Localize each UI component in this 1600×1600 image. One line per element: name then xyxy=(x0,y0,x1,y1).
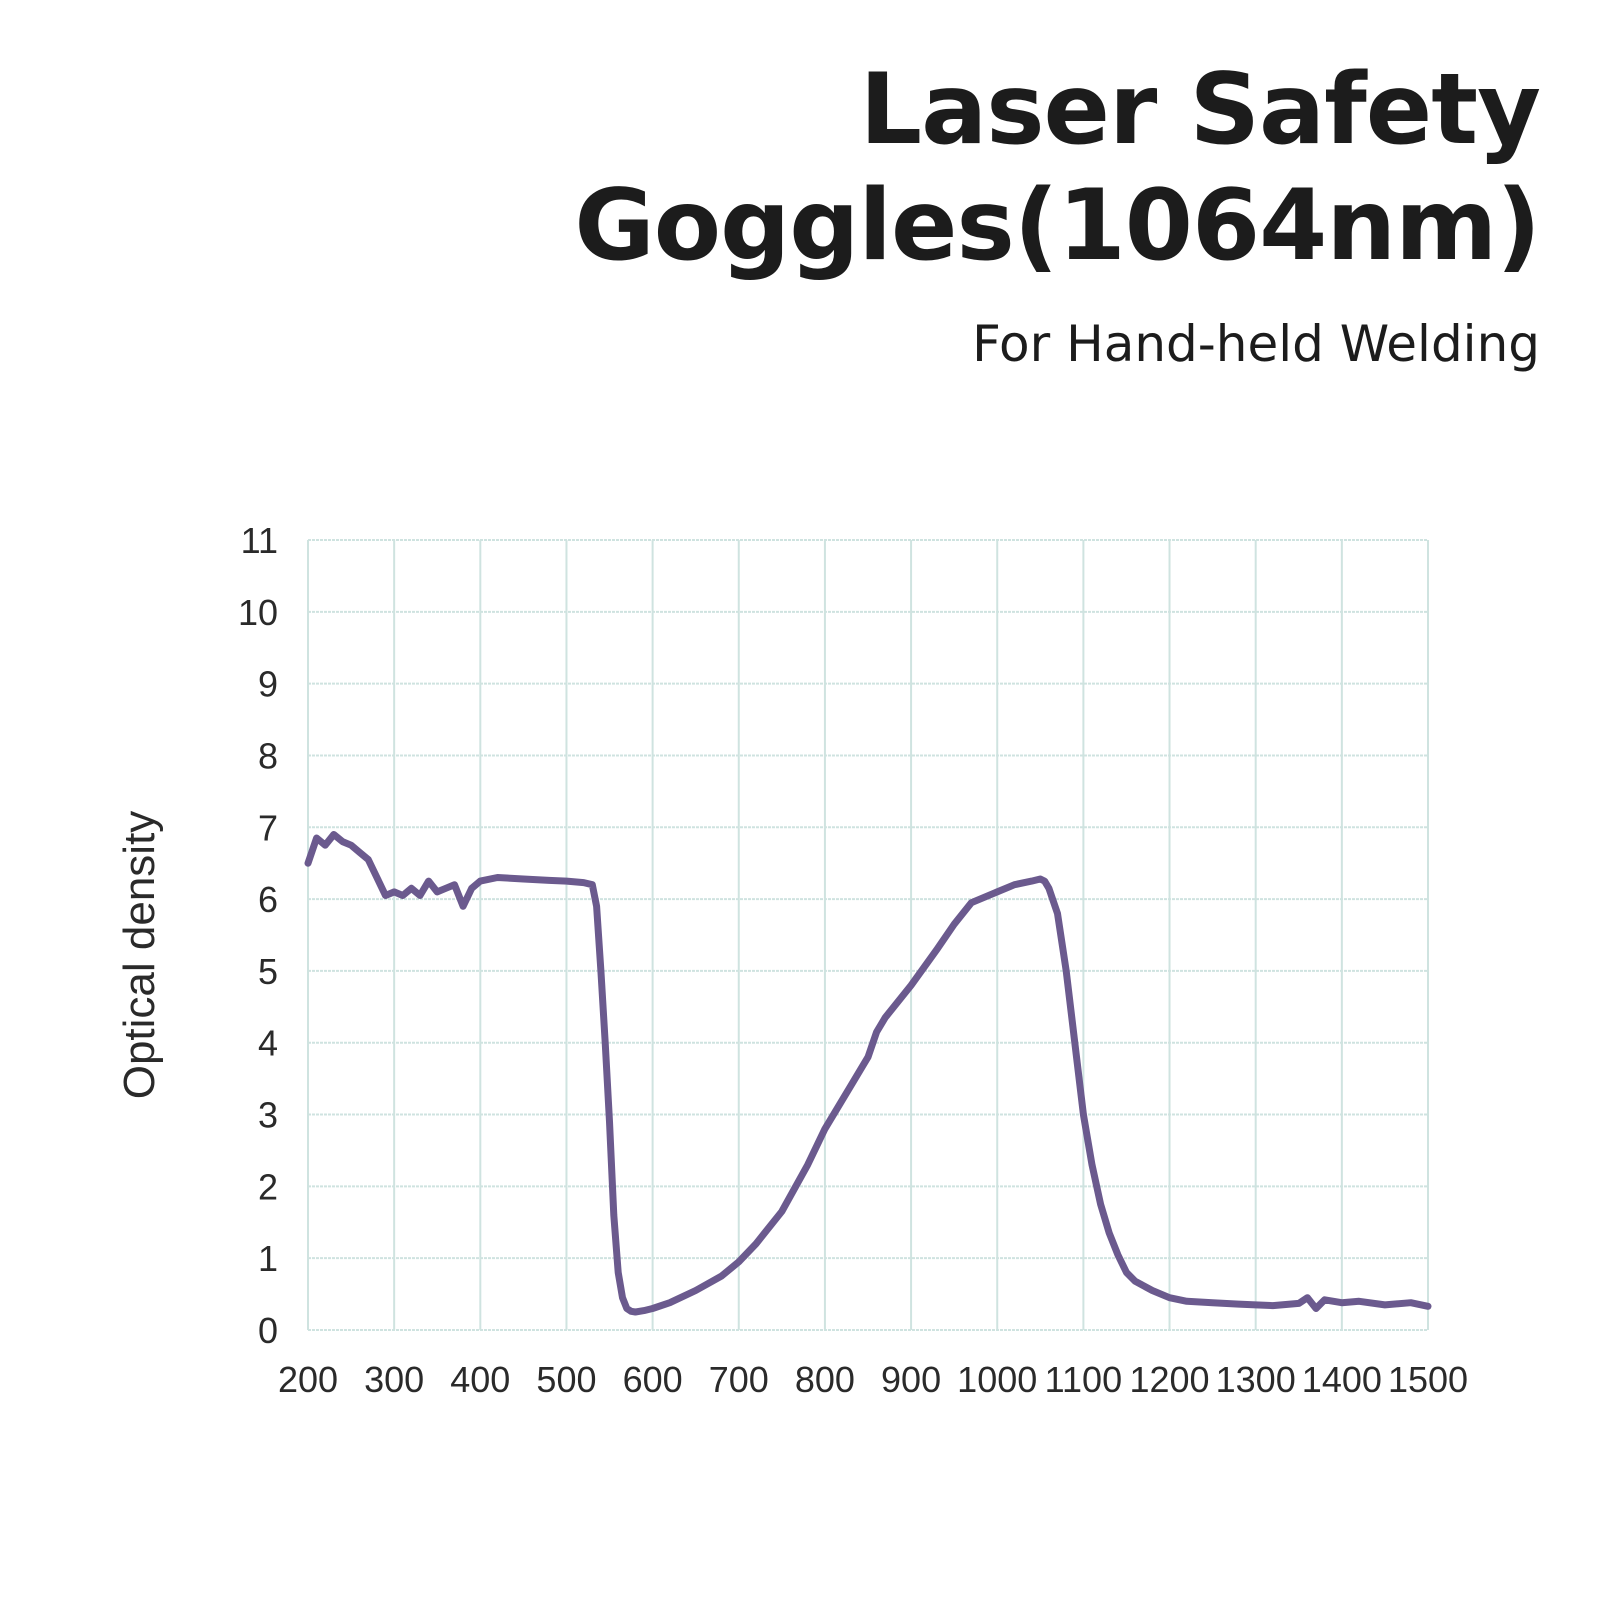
x-tick-label: 800 xyxy=(795,1359,855,1400)
series-layer xyxy=(304,831,1432,1316)
y-tick-label: 3 xyxy=(258,1095,278,1136)
y-tick-label: 2 xyxy=(258,1166,278,1207)
y-tick-label: 4 xyxy=(258,1023,278,1064)
x-tick-label: 900 xyxy=(881,1359,941,1400)
y-tick-label: 5 xyxy=(258,951,278,992)
x-tick-label: 1300 xyxy=(1216,1359,1296,1400)
x-tick-label: 700 xyxy=(709,1359,769,1400)
x-tick-label: 1100 xyxy=(1045,1359,1122,1400)
x-tick-label: 400 xyxy=(450,1359,510,1400)
title-line-1: Laser Safety xyxy=(859,53,1541,167)
x-tick-label: 1000 xyxy=(957,1359,1037,1400)
y-tick-label: 8 xyxy=(258,735,278,776)
y-tick-label: 1 xyxy=(258,1238,278,1279)
x-tick-label: 200 xyxy=(278,1359,338,1400)
y-tick-label: 11 xyxy=(241,520,278,561)
x-tick-label: 600 xyxy=(623,1359,683,1400)
x-tick-label: 1500 xyxy=(1388,1359,1468,1400)
y-tick-label: 7 xyxy=(258,807,278,848)
y-tick-label: 6 xyxy=(258,879,278,920)
x-tick-label: 1400 xyxy=(1302,1359,1382,1400)
y-tick-label: 9 xyxy=(258,664,278,705)
grid xyxy=(307,539,1429,1331)
series-line xyxy=(304,831,1432,1316)
y-tick-label: 0 xyxy=(258,1310,278,1351)
x-tick-label: 300 xyxy=(364,1359,424,1400)
tick-labels: 200 300 400 500 600 700 800 900 1000 1100 1200 1300… xyxy=(238,520,1468,1400)
y-axis-label: Optical density xyxy=(115,811,164,1100)
title-block: Laser Safety Goggles(1064nm) For Hand-he… xyxy=(440,52,1541,374)
y-tick-label: 10 xyxy=(238,592,278,633)
x-tick-label: 500 xyxy=(536,1359,596,1400)
optical-density-chart: 200 300 400 500 600 700 800 900 1000 1100 1200 1300… xyxy=(115,520,1468,1400)
title-line-2: Goggles(1064nm) xyxy=(574,169,1541,283)
subtitle: For Hand-held Welding xyxy=(972,315,1540,373)
x-tick-label: 1200 xyxy=(1129,1359,1209,1400)
